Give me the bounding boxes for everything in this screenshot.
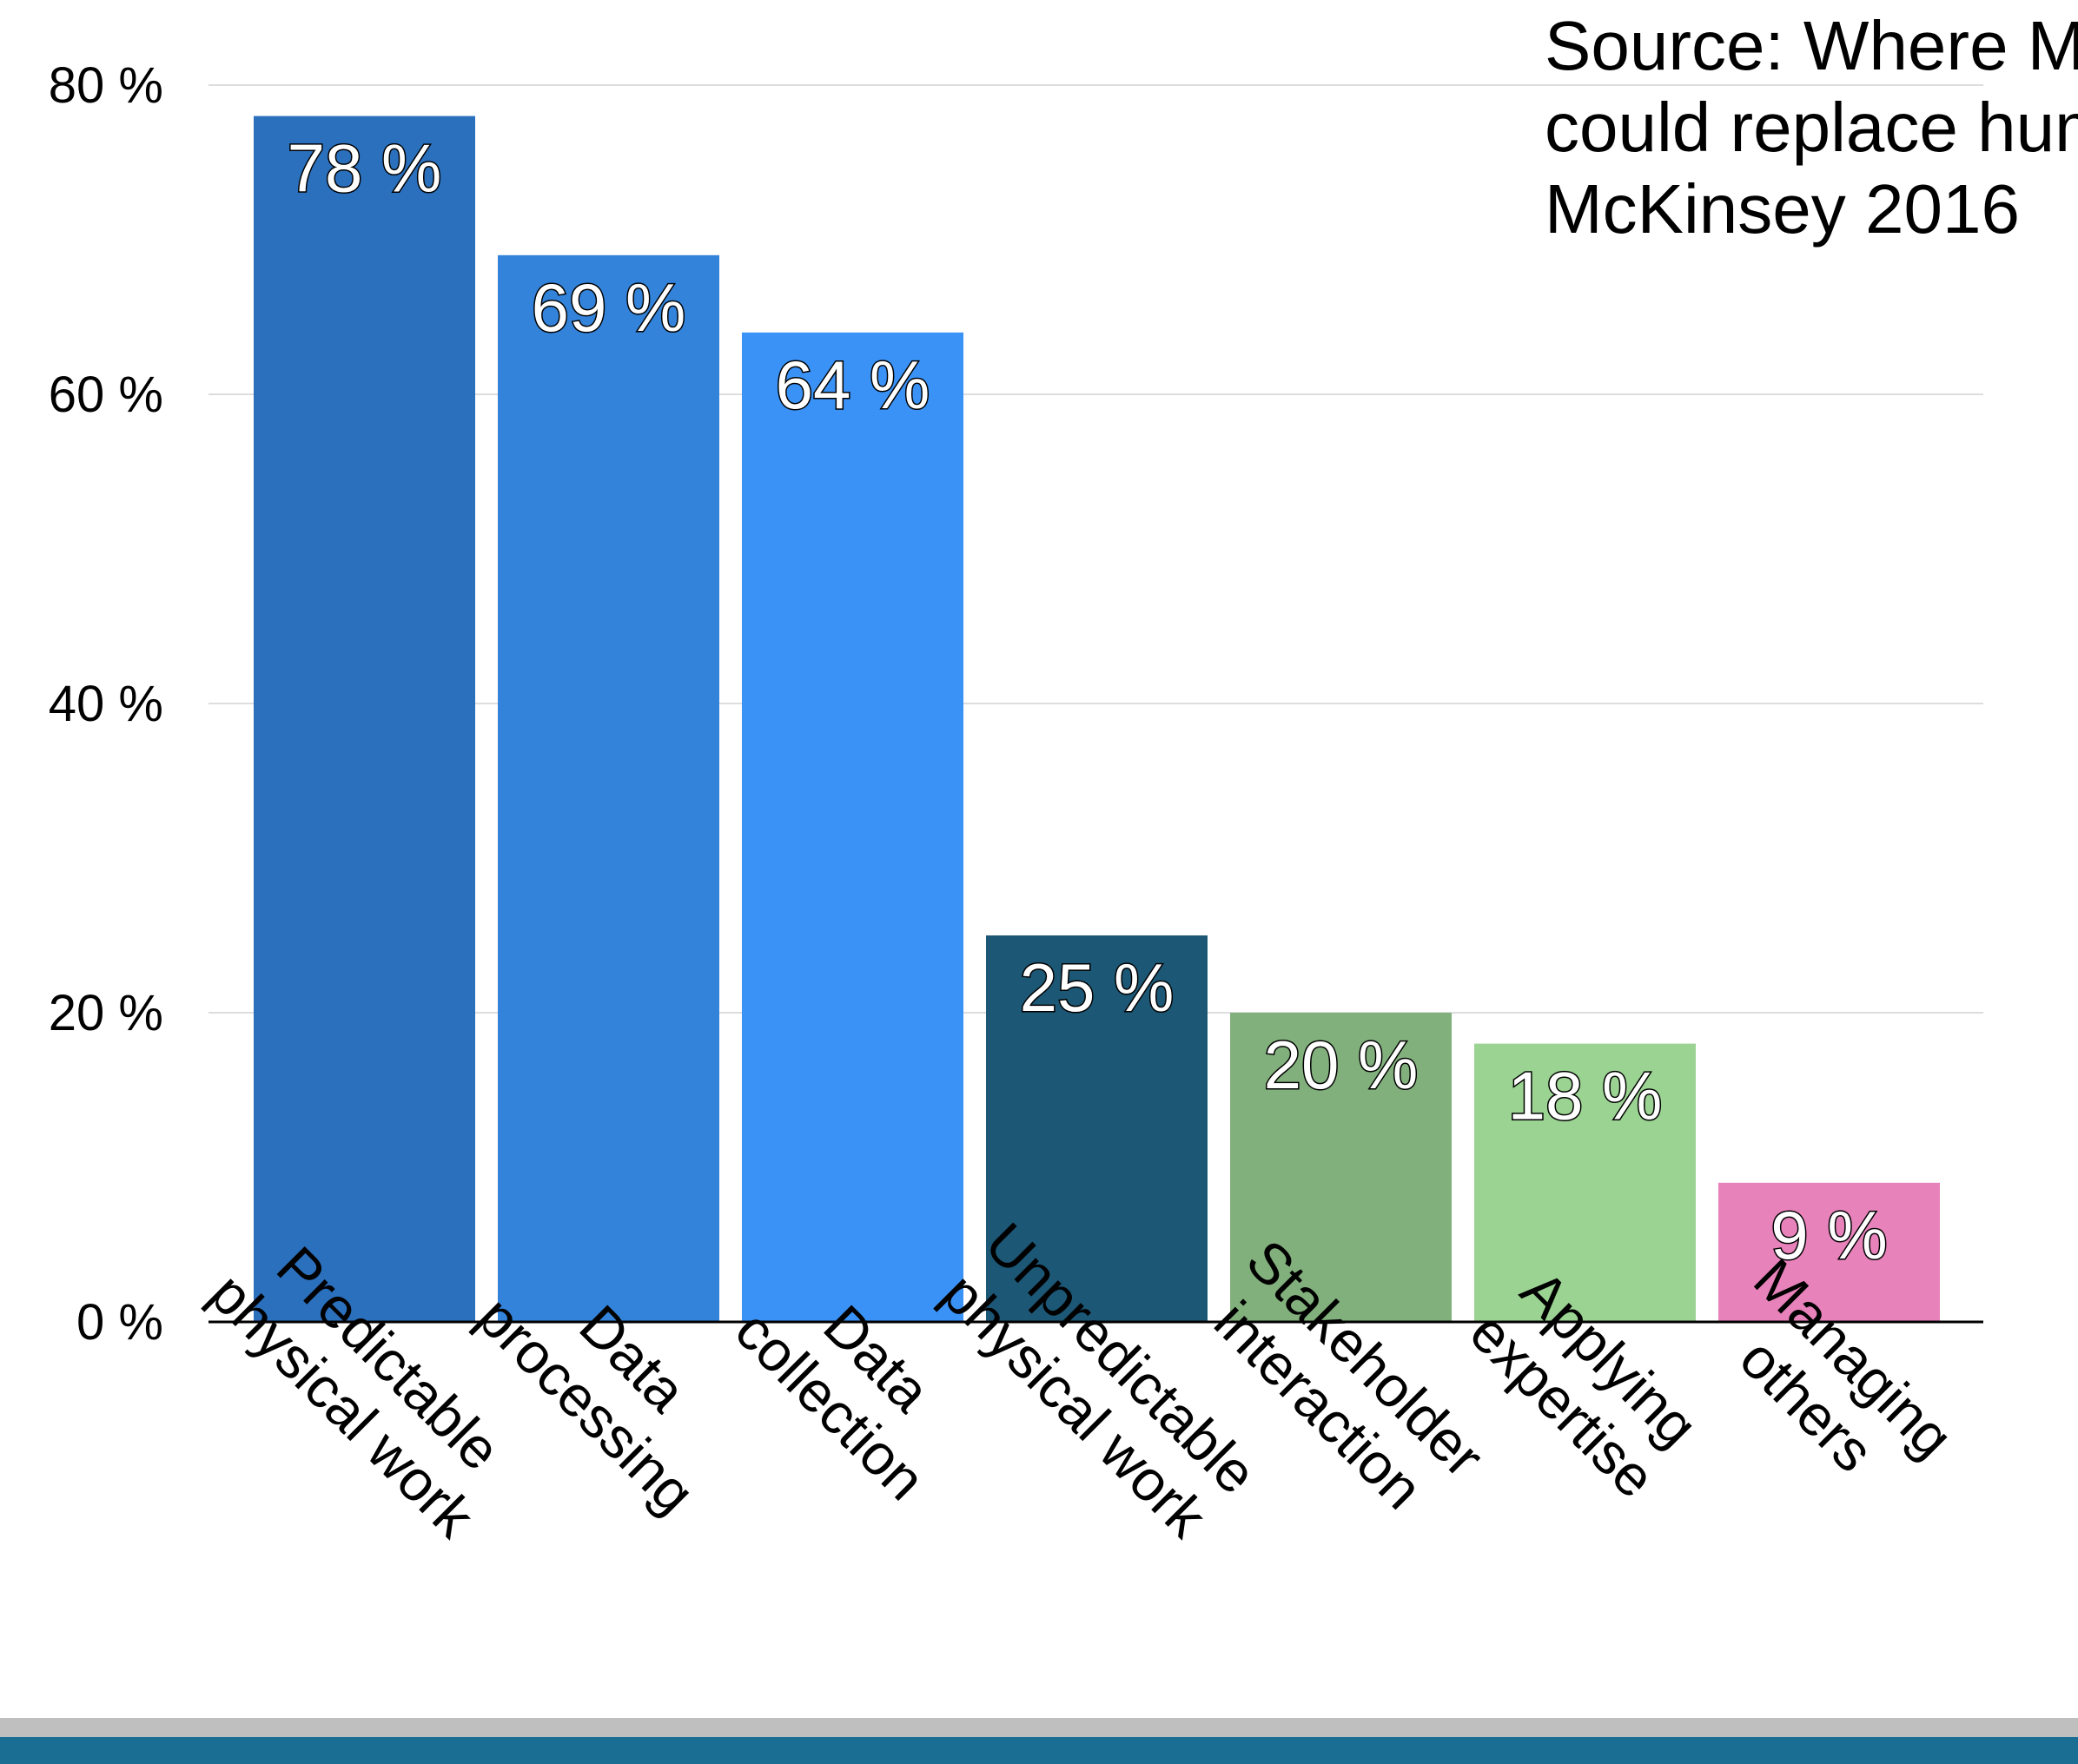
y-tick-label: 0 % — [76, 1294, 163, 1351]
y-tick-label: 40 % — [49, 676, 163, 732]
source-note-line: could replace humans, — [1545, 89, 2078, 166]
footer-bar — [0, 1718, 2078, 1764]
bar — [254, 116, 475, 1323]
y-tick-label: 60 % — [49, 367, 163, 423]
bar — [1474, 1043, 1696, 1322]
bar — [986, 935, 1208, 1322]
data-label: 9 % — [1770, 1197, 1887, 1273]
source-note-line: McKinsey 2016 — [1545, 170, 2020, 248]
source-note: Source: Where Machinescould replace huma… — [1545, 7, 2078, 248]
source-note-line: Source: Where Machines — [1545, 7, 2078, 84]
y-axis-tick-labels: 0 % 20 % 40 % 60 % 80 % — [49, 57, 163, 1351]
footer-bar-blue — [0, 1737, 2078, 1764]
bars — [254, 116, 1940, 1323]
y-tick-label: 20 % — [49, 985, 163, 1041]
data-label: 64 % — [776, 347, 930, 423]
bar — [1230, 1013, 1452, 1322]
bar — [1718, 1182, 1940, 1322]
y-tick-label: 80 % — [49, 57, 163, 114]
bar — [742, 332, 963, 1322]
bar — [498, 254, 719, 1322]
data-label: 69 % — [532, 269, 686, 346]
data-label: 78 % — [288, 130, 442, 207]
data-label: 25 % — [1020, 949, 1175, 1026]
data-label: 20 % — [1264, 1027, 1419, 1103]
data-labels: 78 % 69 % 64 % 25 % 20 % 18 % 9 % — [286, 129, 1889, 1274]
footer-bar-gray — [0, 1718, 2078, 1737]
data-label: 18 % — [1508, 1058, 1663, 1134]
